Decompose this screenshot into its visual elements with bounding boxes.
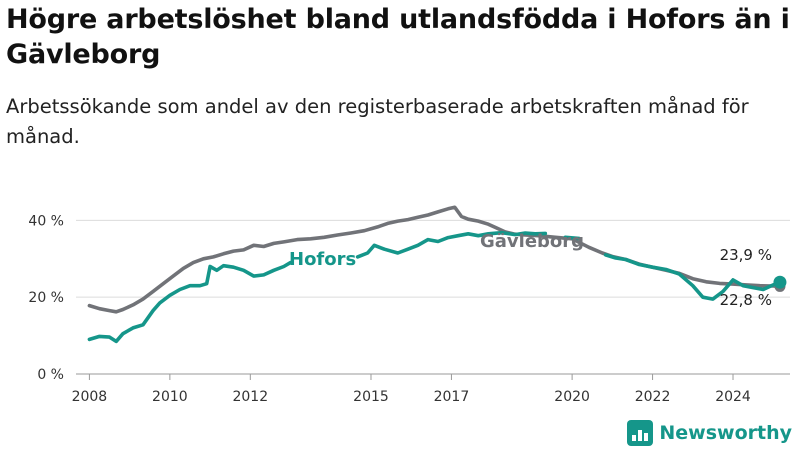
x-tick-label: 2022 — [635, 389, 671, 405]
series-line-g-vleborg — [87, 205, 782, 314]
series-line-hofors — [563, 235, 581, 241]
y-tick-label: 20 % — [28, 290, 64, 306]
grid-lines — [76, 219, 790, 375]
x-tick-label: 2008 — [72, 389, 108, 405]
end-dot-hofors — [773, 275, 787, 289]
x-tick-label: 2017 — [434, 389, 470, 405]
end-label-gavleborg: 22,8 % — [720, 291, 772, 309]
bar-chart-logo-icon — [627, 420, 654, 446]
series-lines — [87, 205, 782, 344]
series-label-hofors: Hofors — [289, 249, 356, 270]
x-tick-label: 2012 — [232, 389, 268, 405]
series-line-hofors — [355, 230, 548, 259]
chart-subtitle: Arbetssökande som andel av den registerb… — [6, 95, 749, 148]
chart-title: Högre arbetslöshet bland utlandsfödda i … — [6, 4, 790, 70]
series-line-hofors — [87, 260, 293, 344]
x-tick-label: 2015 — [353, 389, 389, 405]
y-tick-label: 40 % — [28, 213, 64, 229]
chart-labels: 23,9 % 22,8 % Hofors Gävleborg — [289, 231, 787, 309]
end-label-hofors: 23,9 % — [720, 246, 772, 264]
series-line-hofors — [603, 253, 782, 301]
y-tick-label: 0 % — [37, 367, 64, 383]
x-tick-label: 2024 — [715, 389, 751, 405]
brand-name: Newsworthy — [659, 422, 792, 444]
newsworthy-brand: Newsworthy — [627, 420, 792, 446]
x-tick-label: 2010 — [152, 389, 188, 405]
axis-ticks: 0 % 20 % 40 % 2008 2010 2012 2015 2017 2020 2022 2… — [28, 213, 750, 405]
series-label-gavleborg: Gävleborg — [480, 231, 584, 252]
x-tick-label: 2020 — [554, 389, 590, 405]
